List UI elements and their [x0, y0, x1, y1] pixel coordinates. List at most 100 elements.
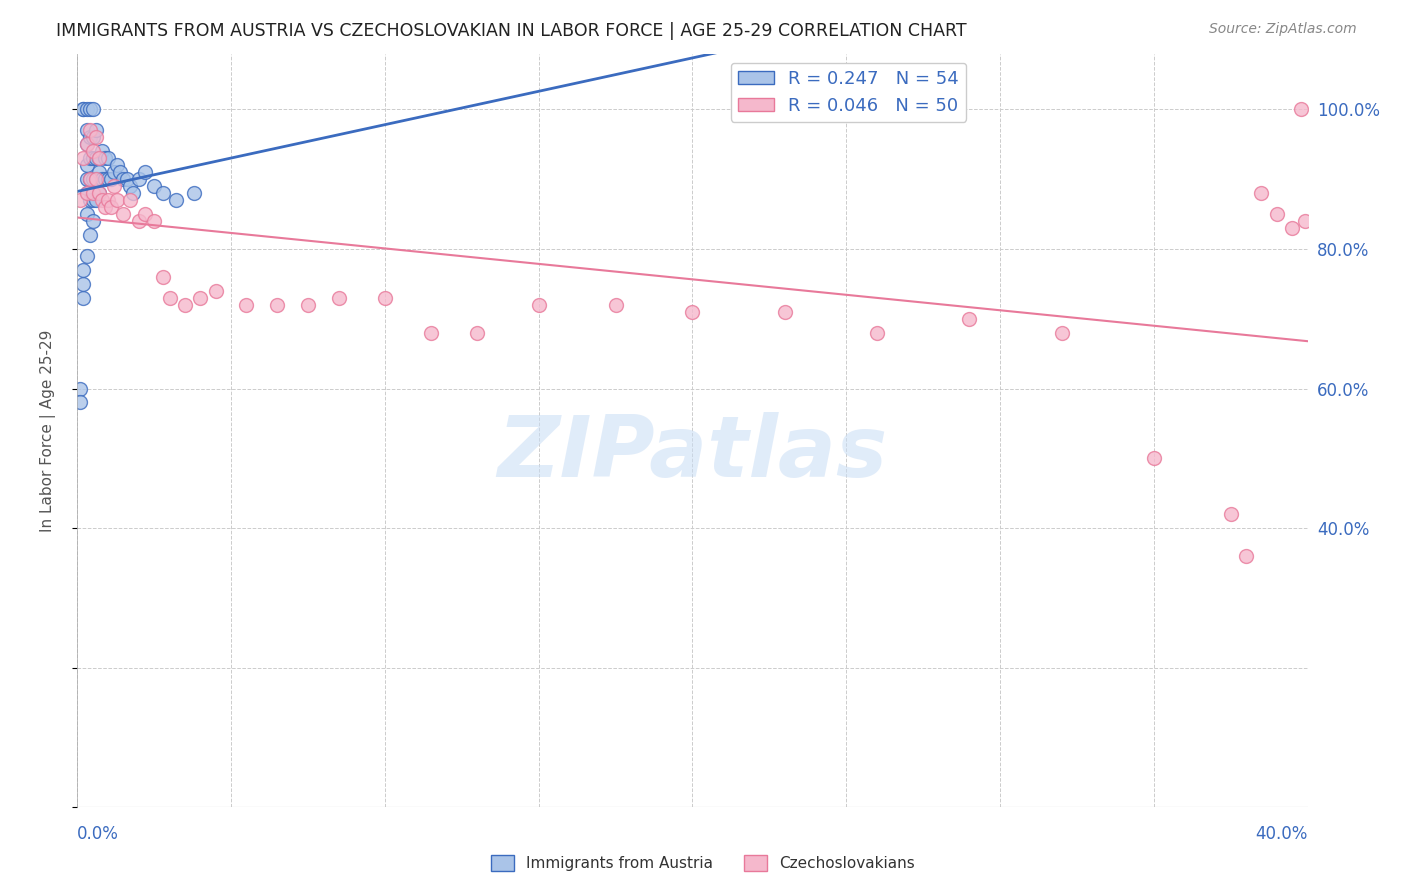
Point: [79, 172, 101, 186]
Point: [128, 172, 150, 186]
Point: [76, 103, 98, 117]
Point: [84, 123, 107, 137]
Point: [76, 172, 98, 186]
Point: [72, 291, 94, 305]
Point: [682, 304, 704, 318]
Point: [100, 172, 122, 186]
Point: [82, 186, 104, 200]
Point: [97, 151, 120, 165]
Point: [79, 151, 101, 165]
Point: [84, 151, 107, 165]
Point: [82, 172, 104, 186]
Point: [1281, 221, 1303, 235]
Point: [143, 214, 166, 228]
Point: [69, 395, 91, 409]
Point: [90, 145, 114, 159]
Point: [159, 291, 181, 305]
Point: [1143, 451, 1166, 466]
Point: [76, 158, 98, 172]
Point: [84, 172, 107, 186]
Point: [76, 207, 98, 221]
Point: [204, 284, 226, 298]
Point: [103, 179, 125, 194]
Point: [110, 165, 132, 179]
Point: [76, 137, 98, 152]
Point: [188, 291, 212, 305]
Point: [76, 186, 98, 200]
Point: [134, 165, 156, 179]
Point: [328, 291, 350, 305]
Point: [105, 158, 128, 172]
Point: [69, 193, 91, 207]
Point: [103, 165, 125, 179]
Point: [1234, 549, 1257, 563]
Point: [94, 172, 117, 186]
Point: [79, 130, 101, 145]
Text: Source: ZipAtlas.com: Source: ZipAtlas.com: [1209, 22, 1357, 37]
Point: [266, 298, 288, 312]
Point: [82, 193, 104, 207]
Point: [76, 137, 98, 152]
Point: [420, 326, 443, 340]
Point: [90, 193, 114, 207]
Point: [87, 165, 110, 179]
Point: [115, 172, 138, 186]
Point: [82, 130, 104, 145]
Point: [97, 193, 120, 207]
Point: [87, 186, 110, 200]
Point: [87, 186, 110, 200]
Point: [84, 172, 107, 186]
Point: [72, 103, 94, 117]
Point: [72, 103, 94, 117]
Point: [105, 193, 128, 207]
Point: [69, 382, 91, 396]
Point: [112, 172, 135, 186]
Point: [957, 311, 980, 326]
Point: [84, 193, 107, 207]
Point: [76, 186, 98, 200]
Point: [97, 172, 120, 186]
Point: [1219, 507, 1241, 521]
Text: 40.0%: 40.0%: [1256, 825, 1308, 843]
Point: [82, 151, 104, 165]
Point: [128, 214, 150, 228]
Point: [79, 227, 101, 242]
Point: [121, 186, 143, 200]
Y-axis label: In Labor Force | Age 25-29: In Labor Force | Age 25-29: [41, 329, 56, 532]
Point: [118, 179, 141, 194]
Point: [100, 200, 122, 214]
Point: [79, 172, 101, 186]
Point: [1250, 186, 1272, 200]
Text: ZIPatlas: ZIPatlas: [498, 411, 887, 494]
Point: [1265, 207, 1288, 221]
Point: [297, 298, 319, 312]
Point: [235, 298, 257, 312]
Point: [773, 304, 796, 318]
Point: [87, 151, 110, 165]
Point: [87, 151, 110, 165]
Point: [112, 207, 135, 221]
Point: [76, 249, 98, 263]
Point: [1050, 326, 1073, 340]
Point: [79, 193, 101, 207]
Point: [79, 123, 101, 137]
Point: [1294, 214, 1316, 228]
Point: [143, 179, 166, 194]
Text: IMMIGRANTS FROM AUSTRIA VS CZECHOSLOVAKIAN IN LABOR FORCE | AGE 25-29 CORRELATIO: IMMIGRANTS FROM AUSTRIA VS CZECHOSLOVAKI…: [56, 22, 967, 40]
Point: [72, 151, 94, 165]
Point: [84, 130, 107, 145]
Point: [152, 269, 174, 284]
Point: [82, 214, 104, 228]
Point: [465, 326, 488, 340]
Legend: R = 0.247   N = 54, R = 0.046   N = 50: R = 0.247 N = 54, R = 0.046 N = 50: [731, 62, 966, 122]
Point: [152, 186, 174, 200]
Point: [374, 291, 396, 305]
Point: [1291, 103, 1313, 117]
Point: [82, 145, 104, 159]
Point: [134, 207, 156, 221]
Point: [866, 326, 889, 340]
Point: [174, 298, 197, 312]
Point: [165, 193, 187, 207]
Point: [118, 193, 141, 207]
Point: [79, 103, 101, 117]
